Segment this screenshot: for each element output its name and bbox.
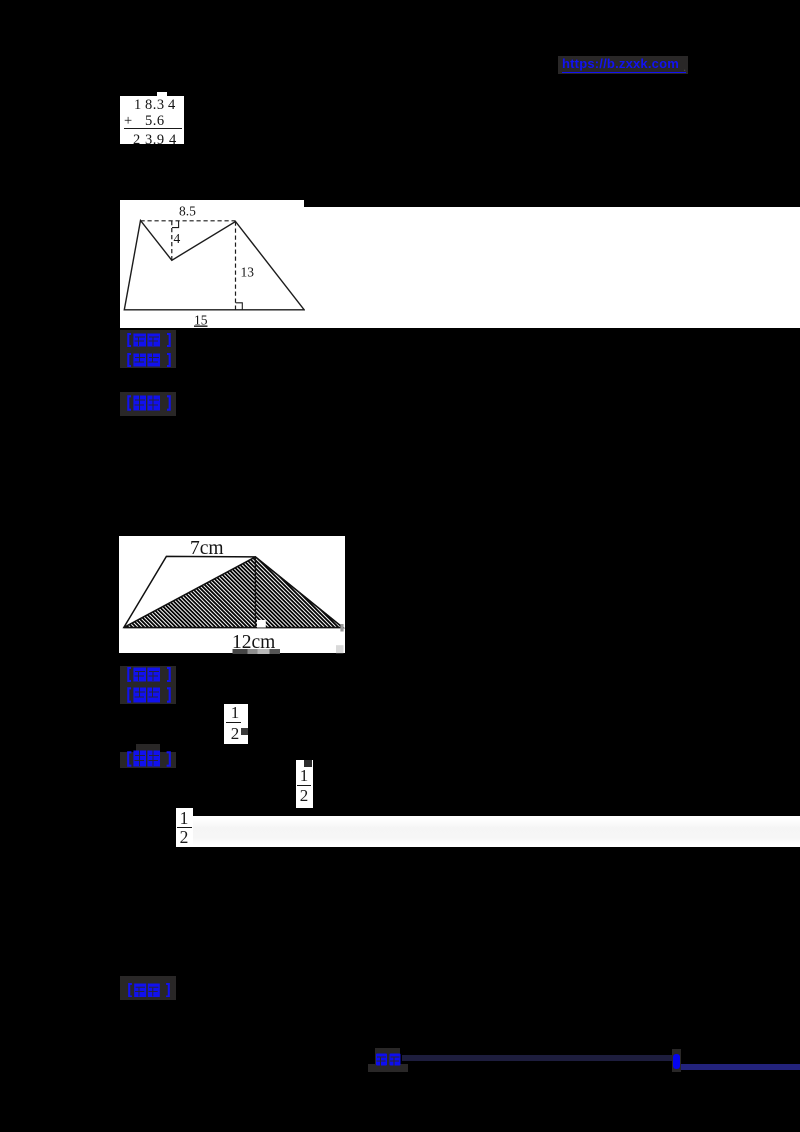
svg-text:8.5: 8.5 xyxy=(179,203,196,218)
svg-text:15: 15 xyxy=(194,312,208,327)
svg-text:12cm: 12cm xyxy=(232,632,275,653)
svg-text:13: 13 xyxy=(240,264,254,279)
svg-text:4: 4 xyxy=(173,231,180,246)
svg-text:7cm: 7cm xyxy=(190,538,224,559)
